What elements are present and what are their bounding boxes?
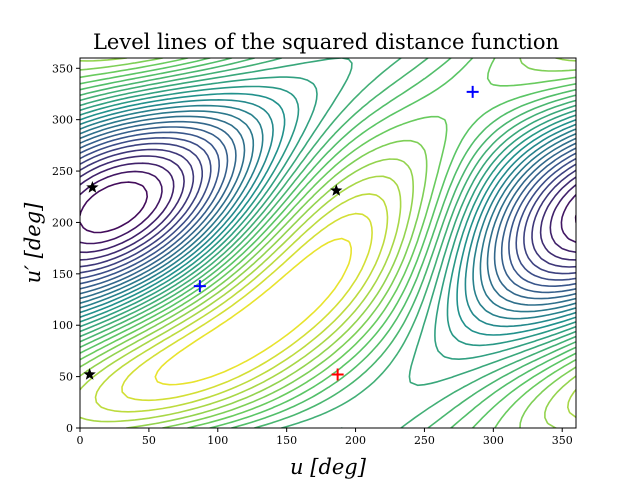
contour-level-29	[154, 237, 352, 386]
x-tick-label: 50	[142, 434, 156, 447]
contour-level-24	[80, 58, 576, 428]
plus-marker-4	[466, 85, 479, 98]
contour-level-19	[80, 58, 576, 428]
x-tick-label: 300	[483, 434, 504, 447]
y-tick-label: 0	[66, 422, 73, 435]
contour-level-25	[80, 58, 576, 428]
contour-level-11	[80, 115, 576, 306]
contour-level-1	[80, 181, 576, 234]
y-tick-label: 200	[52, 216, 73, 229]
x-axis-ticks: 0 50 100 150 200 250 300 350	[77, 428, 573, 447]
contour-level-15	[80, 92, 576, 336]
x-tick-label: 200	[345, 434, 366, 447]
markers	[83, 85, 479, 381]
plot-frame	[79, 57, 577, 429]
x-tick-label: 150	[276, 434, 297, 447]
star-marker-2	[330, 184, 343, 196]
contour-level-4	[80, 155, 576, 261]
contour-level-9	[80, 126, 576, 294]
x-tick-label: 0	[77, 434, 84, 447]
contour-level-18	[80, 58, 576, 428]
contour-level-23	[80, 58, 576, 428]
star-marker-1	[83, 368, 96, 380]
x-tick-label: 250	[414, 434, 435, 447]
y-axis-ticks: 0 50 100 150 200 250 300 350	[52, 62, 80, 435]
contour-level-22	[80, 58, 576, 428]
star-marker-0	[86, 181, 99, 193]
contour-level-6	[80, 142, 576, 275]
x-axis-label: u [deg]	[290, 455, 367, 479]
contour-level-14	[80, 99, 576, 328]
chart-title: Level lines of the squared distance func…	[93, 30, 559, 54]
contour-level-12	[80, 110, 576, 313]
contour-level-5	[80, 148, 576, 268]
contour-level-26	[80, 175, 576, 423]
contour-level-16	[80, 85, 576, 347]
y-tick-label: 50	[59, 371, 73, 384]
contour-level-8	[80, 131, 576, 287]
contour-level-3	[80, 162, 576, 254]
y-tick-label: 250	[52, 165, 73, 178]
contour-level-10	[80, 120, 576, 300]
contour-lines	[80, 58, 576, 428]
x-tick-label: 350	[552, 434, 573, 447]
contour-level-21	[80, 58, 576, 428]
contour-level-7	[80, 137, 576, 281]
plus-marker-5	[331, 368, 344, 381]
contour-level-17	[80, 76, 576, 360]
y-tick-label: 350	[52, 62, 73, 75]
y-axis-label: u′ [deg]	[21, 202, 45, 283]
contour-level-28	[121, 212, 373, 402]
contour-level-13	[80, 104, 576, 320]
y-tick-label: 100	[52, 319, 73, 332]
contour-level-27	[94, 193, 389, 413]
y-tick-label: 150	[52, 268, 73, 281]
y-tick-label: 300	[52, 114, 73, 127]
plus-marker-3	[193, 280, 206, 293]
x-tick-label: 100	[207, 434, 228, 447]
contour-level-20	[80, 58, 576, 428]
